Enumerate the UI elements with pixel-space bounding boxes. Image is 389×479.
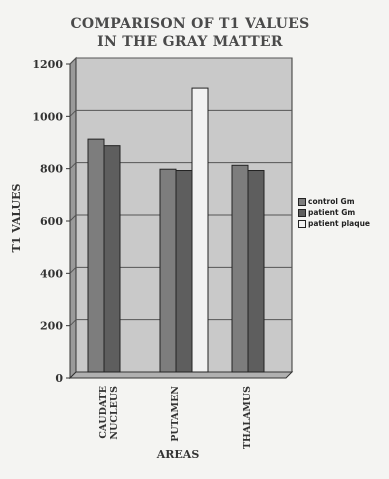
x-tick-label: CAUDATE [98, 386, 109, 439]
y-axis-label: T1 VALUES [10, 183, 23, 252]
plot-floor [68, 371, 294, 379]
y-tick-label: 0 [55, 372, 63, 385]
y-tick-label: 1200 [32, 58, 63, 71]
gridline-wall [69, 266, 77, 274]
legend-label-control-gm: control Gm [308, 197, 355, 206]
gridline-wall [69, 109, 77, 117]
bar [231, 164, 249, 373]
gridline-wall [69, 162, 77, 170]
y-tick-label: 200 [40, 320, 63, 333]
y-tick-label: 800 [40, 163, 63, 176]
gridline-wall [69, 319, 77, 327]
bar [87, 138, 105, 373]
x-axis-label: AREAS [156, 448, 200, 461]
legend-item-control-gm: control Gm [298, 196, 378, 207]
legend-swatch-patient-gm [298, 208, 306, 217]
bar [175, 170, 193, 373]
legend-item-patient-plaque: patient plaque [298, 218, 378, 229]
legend-item-patient-gm: patient Gm [298, 207, 378, 218]
legend: control Gm patient Gm patient plaque [298, 196, 378, 229]
bar [247, 170, 265, 373]
x-tick-label: NUCLEUS [109, 386, 120, 440]
bar [191, 87, 209, 373]
legend-label-patient-plaque: patient plaque [308, 219, 371, 228]
x-tick-label: THALAMUS [242, 386, 253, 449]
bar [103, 145, 121, 373]
y-tick-label: 1000 [32, 110, 63, 123]
chart-title-line-2: IN THE GRAY MATTER [97, 34, 283, 50]
legend-swatch-control-gm [298, 197, 306, 206]
legend-swatch-patient-plaque [298, 219, 306, 228]
y-tick-label: 600 [40, 215, 63, 228]
gridline-wall [69, 214, 77, 222]
legend-label-patient-gm: patient Gm [308, 208, 356, 217]
y-tick-label: 400 [40, 267, 63, 280]
chart-title-line-1: COMPARISON OF T1 VALUES [70, 16, 310, 32]
bar [159, 168, 177, 373]
gridline-wall [69, 57, 77, 65]
x-tick-label: PUTAMEN [170, 386, 181, 442]
